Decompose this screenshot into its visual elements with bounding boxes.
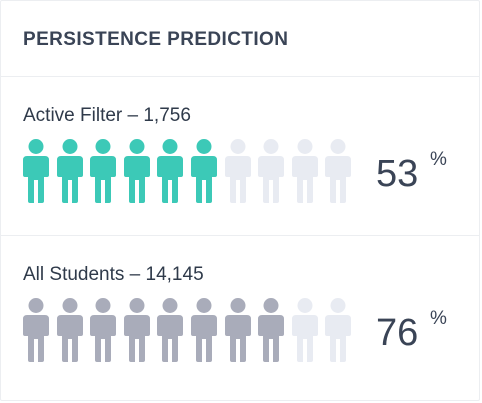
person-icon-filled [224,298,251,364]
person-icon-filled [23,298,49,364]
active-filter-percent: 53 % [376,149,447,195]
card-header: PERSISTENCE PREDICTION [1,1,479,77]
all-students-section: All Students – 14,145 76 % [1,235,479,393]
card-title: PERSISTENCE PREDICTION [23,28,289,50]
person-icon-empty [325,139,352,205]
person-icon-empty [325,298,352,364]
person-icon-filled [258,298,285,364]
active-filter-label: Active Filter – 1,756 [23,105,191,126]
person-icon-filled [157,139,184,205]
person-icon-filled [56,298,83,364]
active-filter-percent-value: 53 [376,153,419,195]
person-icon-filled [191,139,217,205]
active-filter-section: Active Filter – 1,756 53 % [1,77,479,235]
person-icon-empty [258,139,285,205]
person-icon-empty [291,139,318,205]
all-students-percent-value: 76 [376,312,419,354]
person-icon-filled [90,298,117,364]
person-icon-filled [56,139,83,205]
active-filter-percent-sign: % [430,149,447,170]
active-filter-figures [23,139,353,207]
person-icon-filled [123,139,150,205]
person-icon-filled [123,298,150,364]
all-students-percent-sign: % [430,308,447,329]
person-icon-filled [157,298,184,364]
all-students-figures [23,298,353,366]
all-students-percent: 76 % [376,308,447,354]
all-students-label: All Students – 14,145 [23,264,204,285]
person-icon-filled [90,139,117,205]
person-icon-empty [291,298,318,364]
person-icon-empty [224,139,251,205]
person-icon-filled [23,139,49,205]
person-icon-filled [191,298,217,364]
